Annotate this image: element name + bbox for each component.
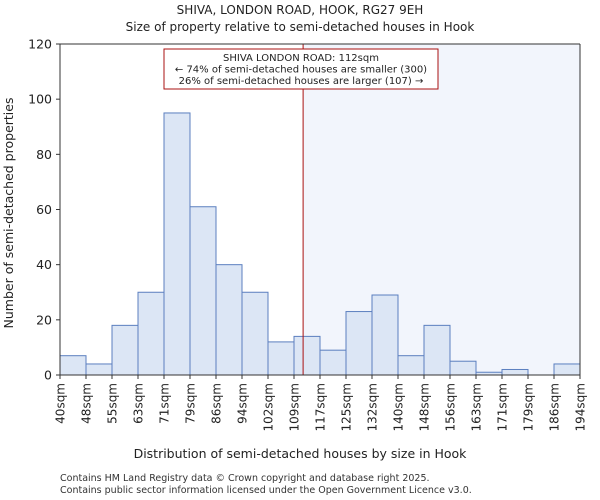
- x-tick-label-94sqm: 94sqm: [236, 383, 250, 424]
- y-tick-label-80: 80: [36, 147, 52, 162]
- bar-186sqm: [553, 363, 581, 376]
- y-tick-label-40: 40: [36, 257, 52, 272]
- annotation-line-3: 26% of semi-detached houses are larger (…: [179, 76, 424, 87]
- x-tick-label-63sqm: 63sqm: [132, 383, 146, 424]
- bar-117sqm: [319, 349, 347, 376]
- y-tick-label-0: 0: [44, 368, 52, 383]
- y-tick-label-20: 20: [36, 312, 52, 327]
- x-axis-label: Distribution of semi-detached houses by …: [134, 446, 468, 461]
- bar-86sqm: [215, 264, 243, 376]
- bar-63sqm: [137, 291, 165, 376]
- x-tick-label-40sqm: 40sqm: [54, 383, 68, 424]
- x-tick-label-117sqm: 117sqm: [314, 383, 328, 431]
- x-tick-label-171sqm: 171sqm: [496, 383, 510, 431]
- bar-48sqm: [85, 363, 113, 376]
- bar-132sqm: [371, 294, 399, 376]
- chart-title: SHIVA, LONDON ROAD, HOOK, RG27 9EH: [177, 3, 424, 17]
- bar-102sqm: [267, 341, 295, 376]
- footer-copyright: Contains HM Land Registry data © Crown c…: [60, 473, 430, 484]
- y-tick-label-120: 120: [28, 37, 52, 52]
- x-tick-label-156sqm: 156sqm: [444, 383, 458, 431]
- x-tick-label-109sqm: 109sqm: [288, 383, 302, 431]
- annotation-line-1: SHIVA LONDON ROAD: 112sqm: [223, 53, 379, 64]
- x-tick-label-102sqm: 102sqm: [262, 383, 276, 431]
- bar-40sqm: [59, 355, 87, 376]
- x-tick-label-48sqm: 48sqm: [80, 383, 94, 424]
- x-tick-label-132sqm: 132sqm: [366, 383, 380, 431]
- y-tick-label-100: 100: [28, 92, 52, 107]
- bar-94sqm: [241, 291, 269, 376]
- x-tick-label-79sqm: 79sqm: [184, 383, 198, 424]
- annotation-line-2: ← 74% of semi-detached houses are smalle…: [175, 65, 427, 76]
- x-tick-label-179sqm: 179sqm: [522, 383, 536, 431]
- x-tick-label-163sqm: 163sqm: [470, 383, 484, 431]
- bar-79sqm: [189, 206, 217, 376]
- bar-71sqm: [163, 112, 191, 376]
- y-axis-label: Number of semi-detached properties: [1, 98, 16, 329]
- bar-125sqm: [345, 311, 373, 376]
- x-tick-label-140sqm: 140sqm: [392, 383, 406, 431]
- footer-licence: Contains public sector information licen…: [60, 485, 472, 496]
- x-tick-label-86sqm: 86sqm: [210, 383, 224, 424]
- bar-140sqm: [397, 355, 425, 376]
- y-tick-label-60: 60: [36, 202, 52, 217]
- bar-55sqm: [111, 324, 139, 376]
- x-tick-label-148sqm: 148sqm: [418, 383, 432, 431]
- bar-156sqm: [449, 360, 477, 376]
- bar-171sqm: [501, 368, 529, 376]
- x-tick-label-125sqm: 125sqm: [340, 383, 354, 431]
- annotation-box: [163, 48, 439, 90]
- bar-148sqm: [423, 324, 451, 376]
- x-tick-label-194sqm: 194sqm: [574, 383, 588, 431]
- x-tick-label-186sqm: 186sqm: [548, 383, 562, 431]
- x-tick-label-71sqm: 71sqm: [158, 383, 172, 424]
- chart-subtitle: Size of property relative to semi-detach…: [126, 20, 475, 34]
- bar-109sqm: [293, 335, 321, 376]
- x-tick-label-55sqm: 55sqm: [106, 383, 120, 424]
